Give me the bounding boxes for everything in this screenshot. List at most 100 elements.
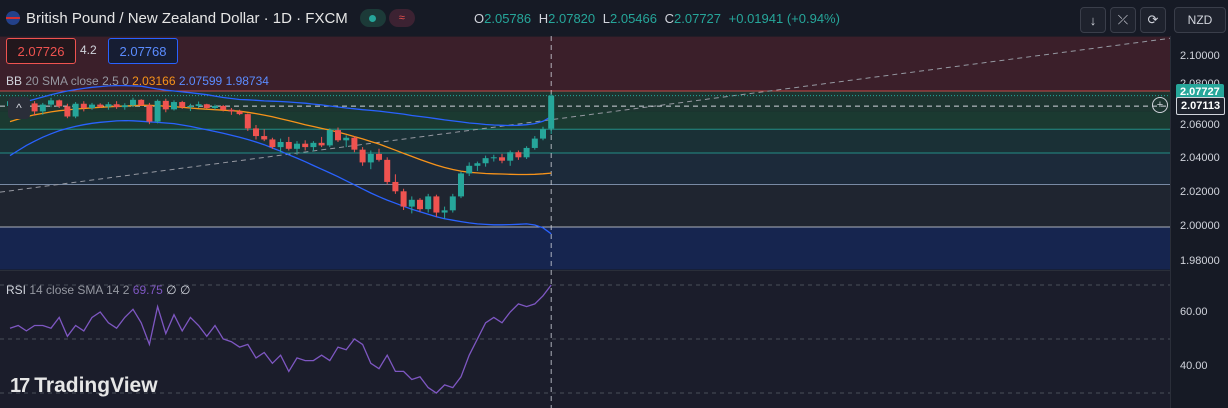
candle-body [220, 105, 227, 110]
price-axis-label: 2.00000 [1180, 220, 1220, 232]
candle-body [384, 159, 391, 182]
bb-legend[interactable]: BB 20 SMA close 2.5 0 2.03166 2.07599 1.… [6, 74, 269, 88]
candle-body [376, 153, 382, 160]
candle-body [80, 103, 87, 108]
candle-body [130, 99, 136, 106]
candle-body [351, 137, 358, 150]
candle-body [269, 139, 276, 148]
candle-body [523, 147, 530, 158]
market-open-icon[interactable] [359, 9, 386, 27]
candle-body [466, 165, 473, 174]
candle-body [499, 157, 505, 161]
price-axis-label: 2.06000 [1180, 119, 1220, 131]
candle-body [187, 105, 194, 108]
candle-body [335, 130, 341, 141]
candle-body [531, 138, 538, 148]
candle-body [105, 104, 112, 107]
candle-body [203, 104, 210, 108]
candle-body [146, 105, 153, 122]
candle-body [179, 102, 186, 108]
candle-body [408, 199, 415, 207]
candle-body [171, 102, 177, 110]
rsi-axis-label: 40.00 [1180, 360, 1208, 372]
crosshair-price-tag: 2.07113 [1176, 97, 1226, 115]
rsi-axis-label: 60.00 [1180, 306, 1208, 318]
candle-body [318, 142, 325, 146]
candle-body [458, 173, 464, 197]
collapse-arrows-icon[interactable]: ⤫ [1110, 7, 1136, 33]
candle-body [482, 158, 489, 164]
candle-body [540, 129, 546, 139]
candle-body [72, 103, 79, 117]
candle-body [154, 100, 161, 122]
buy-button[interactable]: 2.07768 [108, 38, 178, 64]
candle-body [31, 103, 38, 112]
symbol-header[interactable]: British Pound / New Zealand Dollar · 1D … [6, 9, 415, 27]
candle-body [56, 100, 63, 107]
candle-body [359, 149, 366, 163]
candle-body [121, 105, 128, 108]
candle-body [277, 142, 284, 148]
candle-body [515, 152, 522, 158]
download-arrow-icon[interactable]: ↓ [1080, 7, 1106, 33]
candle-body [326, 130, 333, 146]
price-axis-pane [1170, 0, 1228, 408]
candle-body [244, 114, 251, 129]
symbol-title[interactable]: British Pound / New Zealand Dollar · 1D … [26, 9, 348, 27]
price-axis-label: 2.10000 [1180, 50, 1220, 62]
candle-body [392, 181, 399, 192]
candle-body [97, 104, 104, 107]
market-status: ≈ [359, 9, 415, 27]
price-zone [0, 129, 1170, 154]
add-alert-plus-icon[interactable]: + [1152, 97, 1168, 113]
candle-body [294, 143, 300, 149]
candle-body [162, 100, 169, 110]
rsi-legend[interactable]: RSI 14 close SMA 14 2 69.75 ∅ ∅ [6, 283, 191, 297]
price-zone [0, 184, 1170, 227]
candle-body [474, 163, 481, 166]
price-zone [0, 111, 1170, 130]
gbp-nzd-flag-icon [6, 11, 20, 25]
candle-body [253, 128, 259, 137]
candle-body [212, 105, 218, 108]
spread-value: 4.2 [80, 43, 97, 57]
candle-body [195, 104, 202, 106]
currency-selector[interactable]: NZD [1174, 7, 1226, 33]
tradingview-logo: 17 TradingView [10, 374, 158, 397]
price-axis-label: 2.02000 [1180, 186, 1220, 198]
ohlc-readout: O2.05786 H2.07820 L2.05466 C2.07727 +0.0… [474, 11, 840, 26]
candle-body [417, 199, 423, 210]
trend-line [0, 37, 1171, 193]
candle-body [236, 111, 243, 115]
price-zone [0, 153, 1170, 185]
candle-body [343, 137, 350, 141]
candle-body [228, 109, 235, 112]
price-axis-label: 2.04000 [1180, 152, 1220, 164]
candle-body [449, 196, 456, 211]
candle-body [64, 106, 71, 117]
candle-body [113, 104, 120, 108]
current-price-tag: 2.07727 [1176, 84, 1224, 100]
screen-refresh-icon[interactable]: ⟳ [1140, 7, 1166, 33]
tradingview-logo-icon: 17 [10, 374, 30, 397]
candle-body [400, 191, 407, 207]
candle-body [433, 196, 440, 213]
collapse-legend-icon[interactable]: ^ [8, 97, 30, 119]
sell-button[interactable]: 2.07726 [6, 38, 76, 64]
candle-body [367, 153, 374, 163]
price-axis-label: 1.98000 [1180, 255, 1220, 267]
candle-body [138, 99, 145, 106]
candle-body [48, 100, 54, 105]
candle-body [310, 142, 317, 148]
rsi-line [9, 284, 552, 394]
candle-body [89, 104, 95, 108]
candle-body [39, 104, 46, 112]
candle-body [490, 157, 497, 159]
candle-body [507, 152, 514, 161]
data-wave-icon[interactable]: ≈ [388, 9, 415, 27]
price-zone [0, 227, 1170, 270]
candle-body [261, 136, 268, 140]
candle-body [548, 95, 555, 129]
